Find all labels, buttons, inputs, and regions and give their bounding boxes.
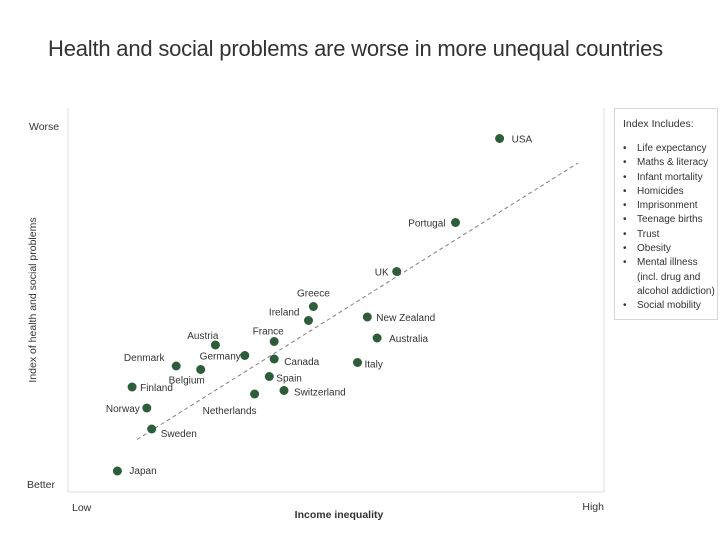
point-label-norway: Norway xyxy=(106,404,140,415)
legend-item-label: Infant mortality xyxy=(637,171,703,183)
legend-bullet: • xyxy=(623,200,627,212)
point-spain xyxy=(264,372,274,381)
legend-item: • Homicides xyxy=(623,185,717,199)
y-axis-label: Index of health and social problems xyxy=(27,217,39,382)
point-label-usa: USA xyxy=(512,135,533,146)
legend-item-label: Maths & literacy xyxy=(637,157,709,169)
point-new-zealand xyxy=(362,312,372,322)
point-uk xyxy=(392,267,402,276)
legend-bullet: • xyxy=(623,171,627,183)
legend-bullet: • xyxy=(623,185,627,197)
y-tick-label-worse: Worse xyxy=(29,121,59,133)
index-legend: Index Includes: • Life expectancy • Maths &… xyxy=(614,108,718,320)
point-sweden xyxy=(147,424,157,434)
point-belgium xyxy=(196,365,206,374)
point-label-uk: UK xyxy=(375,268,389,279)
point-label-canada: Canada xyxy=(284,357,319,368)
point-label-italy: Italy xyxy=(365,360,383,371)
legend-title: Index Includes: xyxy=(623,118,694,130)
point-label-new-zealand: New Zealand xyxy=(376,313,435,324)
legend-item: • Life expectancy xyxy=(623,142,717,156)
point-label-ireland: Ireland xyxy=(269,308,300,319)
legend-item: • Imprisonment xyxy=(623,199,717,213)
point-france xyxy=(269,337,279,346)
point-australia xyxy=(372,333,382,343)
point-label-australia: Australia xyxy=(389,334,428,345)
legend-bullet: • xyxy=(623,143,627,154)
legend-item-label: Life expectancy xyxy=(637,143,707,154)
point-label-switzerland: Switzerland xyxy=(294,388,346,399)
legend-bullet: • xyxy=(623,214,627,226)
legend-item-label: alcohol addiction) xyxy=(637,285,715,297)
point-canada xyxy=(269,354,279,364)
point-label-spain: Spain xyxy=(276,374,302,385)
legend-item: (incl. drug and xyxy=(623,271,717,285)
legend-item: • Social mobility xyxy=(623,299,717,313)
point-japan xyxy=(112,466,122,476)
legend-item: • Mental illness xyxy=(623,256,717,270)
point-label-greece: Greece xyxy=(297,289,330,300)
point-denmark xyxy=(171,361,181,371)
axes xyxy=(67,108,605,493)
legend-item-label: Mental illness xyxy=(637,257,698,269)
legend-item: alcohol addiction) xyxy=(623,285,717,299)
legend-bullet: • xyxy=(623,228,627,240)
point-label-netherlands: Netherlands xyxy=(203,406,257,417)
point-label-belgium: Belgium xyxy=(169,376,205,387)
axis-labels: Worse Better Low High Income inequality Index… xyxy=(27,121,604,521)
legend-bullet: • xyxy=(623,157,627,169)
legend-bullet: • xyxy=(623,257,627,269)
point-italy xyxy=(353,358,362,367)
legend-item-label: Imprisonment xyxy=(637,200,698,212)
legend-item-label: Homicides xyxy=(637,185,684,197)
point-ireland xyxy=(304,316,313,325)
legend-item: • Trust xyxy=(623,228,717,242)
x-tick-label-high: High xyxy=(582,501,604,513)
trendline xyxy=(136,162,579,440)
point-portugal xyxy=(451,218,460,227)
legend-item: • Obesity xyxy=(623,242,717,256)
legend-list: • Life expectancy • Maths & literacy • Infant… xyxy=(623,142,717,314)
point-label-austria: Austria xyxy=(187,331,219,342)
legend-item-label: Teenage births xyxy=(637,214,703,226)
point-label-finland: Finland xyxy=(140,383,173,394)
legend-bullet: • xyxy=(623,300,627,312)
point-usa xyxy=(495,134,505,143)
legend-item-label: Obesity xyxy=(637,243,671,255)
legend-item: • Infant mortality xyxy=(623,171,717,185)
point-label-germany: Germany xyxy=(200,352,241,363)
legend-item-label: Social mobility xyxy=(637,300,701,312)
point-austria xyxy=(210,340,220,350)
x-tick-label-low: Low xyxy=(72,502,92,514)
point-greece xyxy=(308,302,318,311)
point-germany xyxy=(240,351,250,360)
legend-item-label: Trust xyxy=(637,228,660,240)
point-label-japan: Japan xyxy=(129,466,156,477)
data-points: USA Portugal UK Greece Ireland New Zealand Aus… xyxy=(106,134,533,477)
point-finland xyxy=(127,382,137,392)
point-netherlands xyxy=(250,389,260,399)
y-tick-label-better: Better xyxy=(27,479,56,491)
legend-item-label: (incl. drug and xyxy=(637,271,701,283)
point-label-portugal: Portugal xyxy=(408,219,445,230)
legend-item: • Maths & literacy xyxy=(623,156,717,170)
point-label-france: France xyxy=(253,327,285,338)
point-norway xyxy=(142,403,152,413)
point-label-sweden: Sweden xyxy=(161,429,197,440)
chart-title: Health and social problems are worse in … xyxy=(48,36,663,61)
legend-bullet: • xyxy=(623,243,627,255)
legend-item: • Teenage births xyxy=(623,213,717,227)
point-switzerland xyxy=(279,386,289,395)
x-axis-label: Income inequality xyxy=(295,509,384,521)
point-label-denmark: Denmark xyxy=(124,353,166,364)
